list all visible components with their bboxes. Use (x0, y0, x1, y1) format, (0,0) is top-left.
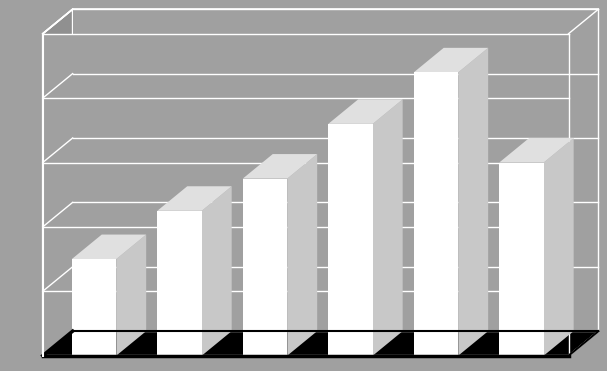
Polygon shape (157, 211, 202, 356)
Polygon shape (500, 138, 574, 162)
Polygon shape (72, 259, 117, 356)
Polygon shape (414, 72, 458, 356)
Polygon shape (414, 48, 488, 72)
Polygon shape (42, 9, 73, 356)
Polygon shape (42, 331, 599, 356)
Polygon shape (42, 34, 569, 356)
Polygon shape (202, 186, 232, 356)
Polygon shape (373, 99, 402, 356)
Polygon shape (458, 48, 488, 356)
Polygon shape (328, 99, 402, 124)
Polygon shape (500, 162, 544, 356)
Polygon shape (243, 178, 287, 356)
Polygon shape (157, 186, 232, 211)
Polygon shape (72, 234, 146, 259)
Polygon shape (287, 154, 317, 356)
Polygon shape (117, 234, 146, 356)
Polygon shape (328, 124, 373, 356)
Polygon shape (544, 138, 574, 356)
Polygon shape (73, 9, 599, 331)
Polygon shape (243, 154, 317, 178)
